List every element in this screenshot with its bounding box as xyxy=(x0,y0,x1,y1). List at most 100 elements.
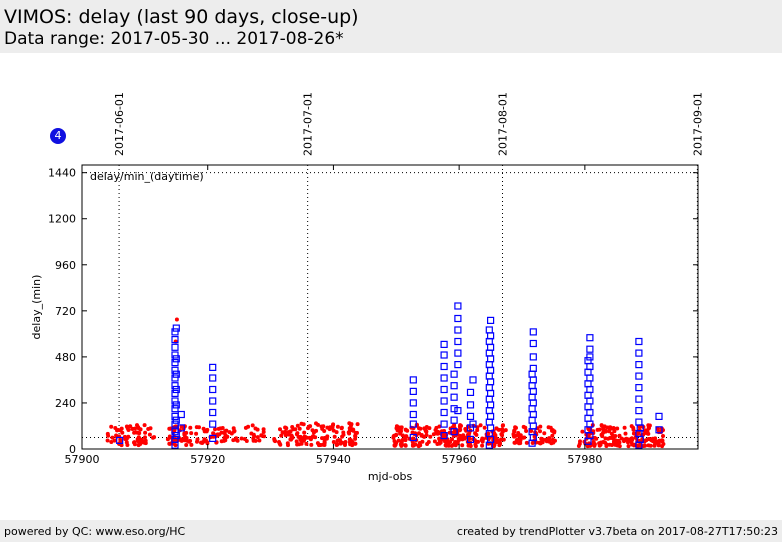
daytime-point xyxy=(418,426,423,431)
daytime-point xyxy=(311,434,315,439)
other-point xyxy=(487,435,495,443)
daytime-point xyxy=(434,425,439,430)
plot-frame xyxy=(81,164,699,450)
daytime-point xyxy=(499,427,504,432)
other-point xyxy=(209,434,217,442)
daytime-point xyxy=(435,431,440,436)
daytime-point xyxy=(417,441,422,445)
y-tick-label: 1440 xyxy=(48,167,76,180)
other-point xyxy=(529,433,537,442)
other-point xyxy=(485,384,493,392)
other-point xyxy=(487,343,495,351)
daytime-point xyxy=(655,427,660,431)
other-point xyxy=(209,374,217,382)
daytime-point xyxy=(353,433,358,438)
daytime-point xyxy=(550,428,554,433)
daytime-point xyxy=(478,423,483,428)
daytime-point xyxy=(135,430,140,435)
other-point xyxy=(586,420,594,428)
other-point xyxy=(171,428,179,436)
daytime-point xyxy=(259,433,264,438)
other-point xyxy=(440,340,448,348)
other-point xyxy=(440,351,448,359)
daytime-point xyxy=(252,434,257,439)
daytime-point xyxy=(308,437,313,442)
daytime-point xyxy=(392,443,397,448)
daytime-point xyxy=(580,429,585,434)
daytime-point xyxy=(323,436,327,440)
daytime-point xyxy=(660,444,665,449)
other-point xyxy=(485,395,493,403)
daytime-point xyxy=(261,430,266,434)
other-point xyxy=(485,407,493,415)
daytime-point xyxy=(211,431,216,436)
daytime-point xyxy=(189,431,194,436)
daytime-point xyxy=(181,426,186,431)
daytime-point xyxy=(297,426,302,431)
chart-axes: 2017-06-01 2017-07-01 2017-08-01 2017-09-01… xyxy=(48,92,704,466)
daytime-point xyxy=(474,439,479,444)
daytime-point xyxy=(339,425,344,430)
y-tick-label: 480 xyxy=(55,351,76,364)
daytime-point xyxy=(410,442,415,447)
daytime-point xyxy=(616,440,621,445)
daytime-point xyxy=(398,442,403,447)
daytime-point xyxy=(143,438,148,443)
other-point xyxy=(209,397,217,405)
daytime-point xyxy=(458,423,463,428)
daytime-point xyxy=(137,436,141,441)
other-point xyxy=(635,337,643,346)
other-point xyxy=(209,420,217,428)
daytime-point xyxy=(285,441,290,446)
daytime-point xyxy=(538,441,543,446)
other-point xyxy=(172,416,180,424)
daytime-point xyxy=(315,441,320,446)
other-point xyxy=(409,387,417,395)
daytime-point xyxy=(114,433,119,438)
daytime-point xyxy=(512,428,517,433)
daytime-point xyxy=(294,439,299,444)
daytime-point xyxy=(432,439,437,444)
other-point xyxy=(487,332,495,340)
daytime-point xyxy=(355,422,360,427)
other-point xyxy=(171,420,179,428)
daytime-point xyxy=(295,442,300,447)
other-point xyxy=(454,314,462,323)
daytime-point xyxy=(335,442,340,447)
daytime-point xyxy=(321,424,326,429)
daytime-point xyxy=(601,440,606,444)
daytime-point xyxy=(341,432,346,437)
daytime-point xyxy=(213,427,217,432)
other-point xyxy=(584,403,592,411)
daytime-point xyxy=(308,424,313,429)
daytime-point xyxy=(631,425,636,430)
daytime-point xyxy=(148,426,153,431)
daytime-point xyxy=(335,424,340,429)
other-point xyxy=(586,408,594,417)
other-point xyxy=(529,364,537,372)
daytime-point xyxy=(218,426,223,431)
daytime-point xyxy=(497,443,502,448)
other-point xyxy=(116,436,124,444)
daytime-point xyxy=(603,429,608,434)
daytime-point xyxy=(165,437,170,442)
daytime-points xyxy=(105,317,666,449)
daytime-point xyxy=(194,431,199,436)
other-point xyxy=(584,391,592,399)
daytime-point xyxy=(350,442,355,447)
other-point xyxy=(469,376,477,384)
other-point xyxy=(440,362,448,371)
footer-powered-by: powered by QC: www.eso.org/HC xyxy=(4,525,186,538)
other-point xyxy=(636,435,644,443)
other-point xyxy=(172,401,180,409)
daytime-point xyxy=(459,436,464,440)
other-point xyxy=(485,337,493,346)
y-axis-label: delay_(min) xyxy=(30,275,43,340)
daytime-point xyxy=(187,439,192,444)
other-point xyxy=(440,420,448,428)
date-marker-label: 2017-08-01 xyxy=(497,92,510,156)
daytime-point xyxy=(136,425,141,430)
daytime-point xyxy=(529,429,534,433)
daytime-point xyxy=(126,428,131,432)
chart-grid xyxy=(82,165,698,449)
